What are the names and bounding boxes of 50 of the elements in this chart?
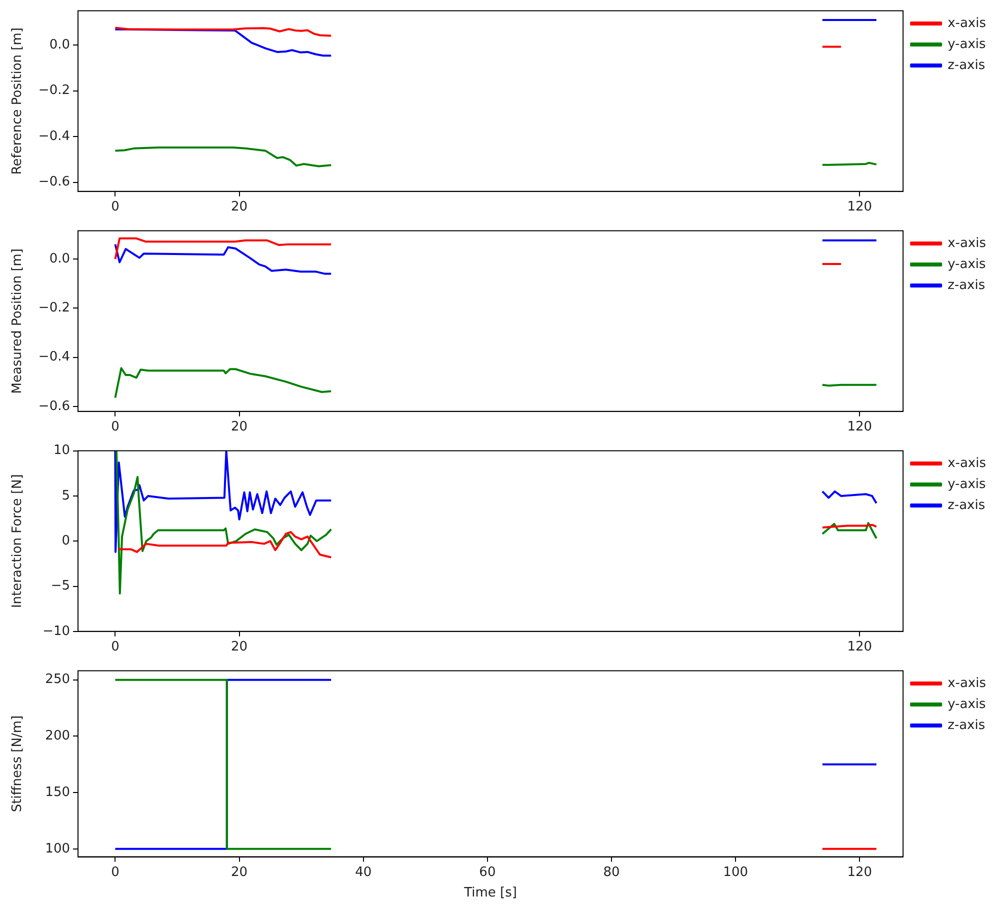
y-tick-label: −0.2	[38, 300, 70, 316]
x-tick-label: 0	[111, 864, 120, 880]
legend-label: y-axis	[948, 696, 986, 712]
x-tick-label: 40	[355, 864, 372, 880]
legend-label: x-axis	[948, 16, 986, 31]
x-tick-label: 120	[847, 420, 872, 435]
y-tick-label: −0.4	[38, 128, 70, 144]
x-tick-label: 60	[479, 864, 496, 880]
x-axis-title: Time [s]	[463, 886, 517, 901]
y-tick-label: −5	[50, 578, 70, 594]
y-tick-label: 250	[45, 672, 70, 688]
legend-label: y-axis	[948, 256, 986, 272]
x-tick-label: 20	[231, 200, 248, 215]
y-axis-title: Interaction Force [N]	[10, 474, 26, 608]
y-tick-label: −0.2	[38, 83, 70, 98]
x-tick-label: 20	[231, 864, 248, 880]
y-axis-title: Stiffness [N/m]	[10, 715, 26, 812]
legend-label: z-axis	[948, 498, 986, 513]
y-axis-title: Reference Position [m]	[10, 28, 26, 175]
y-tick-label: 10	[53, 443, 70, 458]
legend-label: x-axis	[948, 456, 986, 471]
legend-label: x-axis	[948, 236, 986, 251]
legend-label: x-axis	[948, 676, 986, 691]
y-tick-label: −0.4	[38, 350, 70, 365]
x-tick-label: 80	[603, 864, 620, 880]
x-tick-label: 0	[111, 420, 120, 435]
y-tick-label: 100	[45, 841, 70, 856]
y-tick-label: 200	[45, 728, 70, 744]
legend-label: z-axis	[948, 58, 986, 73]
y-tick-label: −10	[42, 624, 70, 639]
x-tick-label: 0	[111, 640, 120, 655]
x-tick-label: 120	[847, 640, 872, 655]
y-tick-label: −0.6	[38, 174, 70, 190]
x-tick-label: 120	[847, 200, 872, 215]
y-tick-label: 0.0	[49, 251, 70, 266]
y-tick-label: 5	[62, 488, 70, 504]
legend-label: y-axis	[948, 476, 986, 492]
y-tick-label: 150	[45, 784, 70, 800]
y-tick-label: 0.0	[49, 37, 70, 52]
x-tick-label: 20	[231, 640, 248, 655]
x-tick-label: 20	[231, 420, 248, 435]
legend-label: z-axis	[948, 278, 986, 293]
x-tick-label: 0	[111, 200, 120, 215]
x-tick-label: 120	[847, 864, 872, 880]
legend-label: z-axis	[948, 718, 986, 733]
y-tick-label: 0	[62, 533, 70, 548]
legend-label: y-axis	[948, 36, 986, 52]
y-axis-title: Measured Position [m]	[10, 248, 26, 394]
x-tick-label: 100	[723, 864, 748, 880]
y-tick-label: −0.6	[38, 398, 70, 414]
